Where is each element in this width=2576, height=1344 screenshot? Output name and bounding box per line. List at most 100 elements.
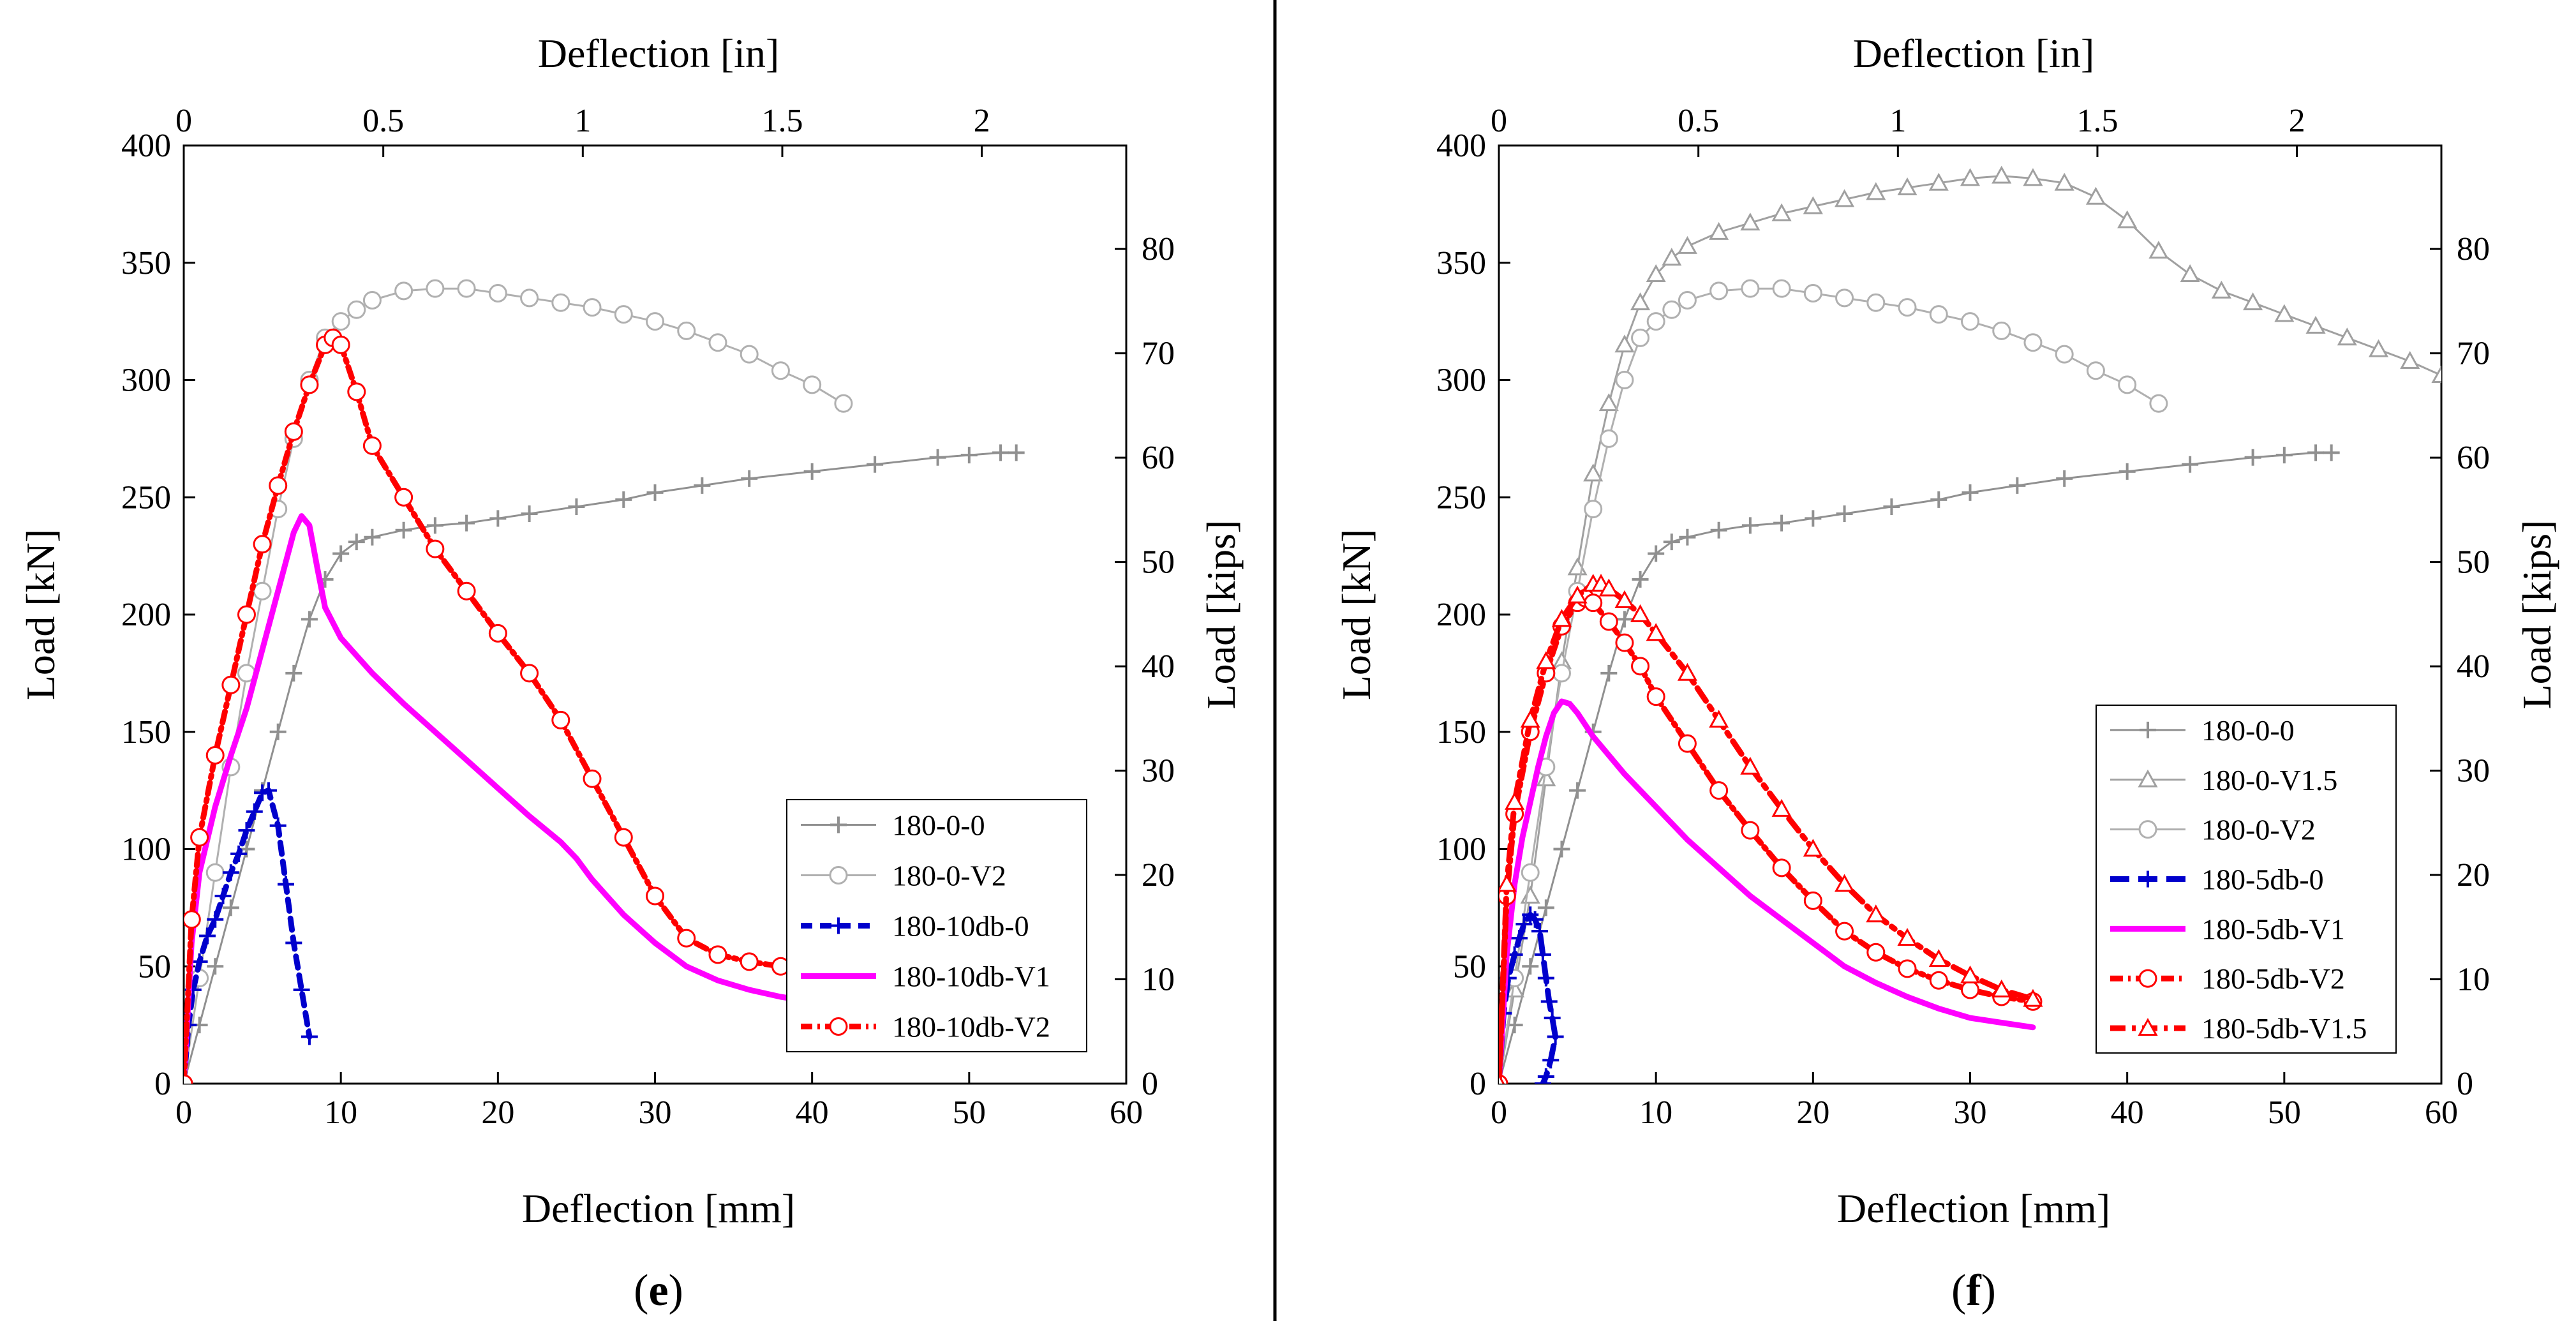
- data-point: [347, 382, 366, 401]
- y-tick-label: 300: [1436, 362, 1486, 399]
- data-point: [1599, 429, 1618, 448]
- data-point: [331, 312, 350, 331]
- data-point: [1598, 393, 1619, 412]
- data-point: [1803, 284, 1822, 303]
- data-point: [1534, 1075, 1551, 1084]
- data-point: [489, 510, 507, 527]
- data-point: [1599, 612, 1618, 631]
- series-180-10db-V1: [184, 513, 847, 1084]
- data-point: [1866, 182, 1886, 200]
- bottom-axis-title: Deflection [mm]: [522, 1186, 795, 1231]
- data-point: [362, 436, 382, 455]
- top-axis-title: Deflection [in]: [1853, 31, 2095, 76]
- data-point: [1598, 578, 1619, 597]
- data-point: [1569, 782, 1586, 799]
- y-tick-label: 200: [121, 597, 171, 633]
- data-point: [1992, 979, 2012, 997]
- data-point: [1646, 312, 1665, 331]
- series-line: [1499, 581, 2036, 1084]
- series-180-5db-0: [1499, 906, 1564, 1084]
- data-point: [1898, 959, 1917, 978]
- data-point: [246, 803, 263, 820]
- panel-label: (f): [1951, 1266, 1996, 1315]
- data-point: [1928, 172, 1949, 191]
- y2-tick-label: 50: [1142, 544, 1175, 581]
- y-tick-label: 350: [121, 245, 171, 281]
- data-point: [1992, 321, 2011, 340]
- data-point: [2149, 394, 2168, 413]
- data-point: [331, 335, 350, 354]
- data-point: [2118, 375, 2137, 394]
- chart-panel-e: Deflection [in] Deflection [mm] Load [kN…: [18, 31, 1244, 1315]
- data-point: [1615, 633, 1634, 652]
- data-point: [1615, 371, 1634, 389]
- data-point: [960, 447, 978, 464]
- data-point: [348, 534, 365, 551]
- data-point: [1646, 264, 1666, 283]
- x2-tick-label: 1: [1889, 103, 1906, 139]
- data-point: [426, 279, 445, 298]
- data-point: [1962, 484, 1979, 501]
- data-point: [394, 488, 413, 507]
- data-point: [1740, 756, 1761, 775]
- x2-tick-label: 0: [1491, 103, 1507, 139]
- data-point: [1741, 279, 1760, 298]
- data-point: [488, 623, 507, 643]
- y-tick-label: 50: [1453, 948, 1486, 985]
- data-point: [1771, 203, 1792, 221]
- x2-tick-label: 1.5: [761, 103, 803, 139]
- x-tick-label: 20: [481, 1094, 514, 1131]
- data-point: [2054, 172, 2074, 191]
- data-point: [520, 664, 539, 683]
- x-tick-label: 10: [324, 1094, 357, 1131]
- data-point: [2118, 463, 2136, 480]
- data-point: [2305, 315, 2326, 334]
- data-point: [184, 910, 201, 929]
- x2-tick-label: 2: [974, 103, 990, 139]
- data-point: [1960, 168, 1981, 186]
- data-point: [1600, 664, 1618, 682]
- x-tick-label: 60: [2425, 1094, 2458, 1131]
- data-point: [394, 281, 413, 301]
- data-point: [457, 279, 476, 298]
- data-point: [2023, 168, 2043, 186]
- y-tick-label: 0: [154, 1066, 171, 1102]
- data-point: [1835, 189, 1855, 207]
- series-line: [1499, 287, 2160, 1084]
- data-point: [2148, 241, 2169, 259]
- data-point: [230, 845, 248, 862]
- data-point: [2117, 210, 2138, 228]
- data-point: [1677, 235, 1697, 254]
- y2-tick-label: 80: [1142, 231, 1175, 267]
- data-point: [929, 449, 946, 466]
- data-point: [646, 886, 664, 906]
- y2-tick-label: 70: [1142, 336, 1175, 372]
- series-180-5db-V1: [1499, 698, 2036, 1084]
- data-point: [1499, 1073, 1505, 1084]
- legend-label: 180-5db-V1: [2201, 913, 2345, 945]
- data-point: [1505, 979, 1525, 997]
- data-point: [1835, 874, 1855, 892]
- y-tick-label: 200: [1436, 597, 1486, 633]
- data-point: [207, 911, 224, 928]
- y2-tick-label: 20: [2457, 857, 2490, 893]
- data-point: [1631, 657, 1650, 676]
- data-point: [520, 288, 539, 308]
- legend-label: 180-0-V2: [892, 860, 1006, 892]
- data-point: [2307, 444, 2325, 461]
- data-point: [771, 361, 790, 380]
- legend-label: 180-0-V2: [2201, 814, 2316, 846]
- data-point: [1835, 922, 1854, 941]
- data-point: [614, 305, 633, 324]
- data-point: [190, 828, 209, 847]
- legend-label: 180-5db-0: [2201, 863, 2324, 896]
- y2-tick-label: 60: [1142, 440, 1175, 476]
- data-point: [2323, 444, 2340, 461]
- data-point: [1677, 662, 1697, 681]
- data-point: [1630, 604, 1651, 622]
- data-point: [1552, 664, 1571, 683]
- data-point: [205, 863, 225, 882]
- data-point: [1584, 500, 1603, 519]
- data-point: [1992, 165, 2012, 184]
- data-point: [191, 953, 208, 970]
